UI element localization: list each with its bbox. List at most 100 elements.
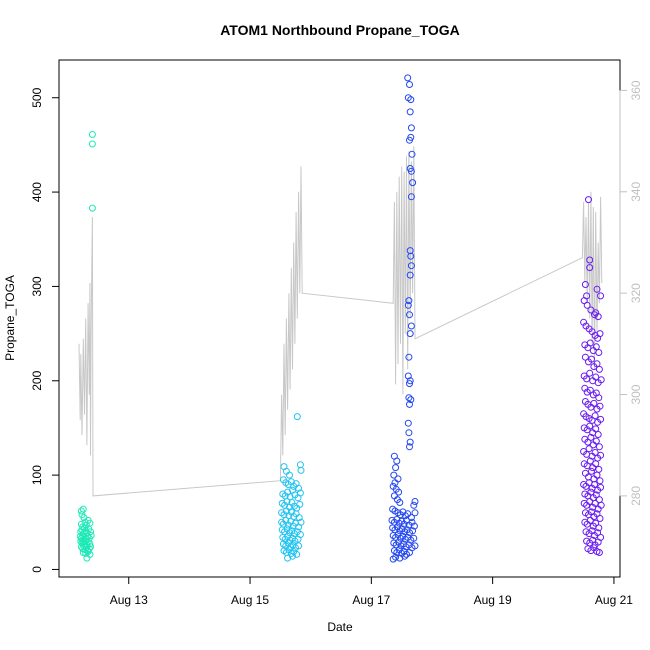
data-point (594, 538, 602, 546)
data-point (586, 422, 594, 430)
data-point (404, 301, 412, 309)
data-point (409, 179, 417, 187)
data-point (591, 449, 599, 456)
data-point (406, 81, 413, 88)
data-point (586, 457, 594, 465)
data-point (595, 349, 603, 356)
data-point (400, 520, 408, 528)
data-point (597, 483, 605, 491)
data-point (592, 425, 600, 433)
y-tick-label: 400 (30, 182, 44, 202)
data-point (390, 471, 398, 479)
data-point (406, 380, 413, 388)
data-point (596, 330, 604, 338)
data-point (294, 535, 302, 543)
x-tick-label: Aug 19 (474, 593, 512, 607)
data-point (297, 518, 305, 526)
y2-tick-label: 340 (629, 181, 643, 201)
data-point (585, 445, 593, 453)
data-point (596, 477, 604, 485)
data-point (580, 318, 588, 326)
data-point (595, 365, 603, 373)
y2-tick-label: 280 (629, 486, 643, 506)
data-point (404, 510, 412, 518)
data-point (284, 521, 292, 529)
data-point (581, 353, 589, 361)
data-point (393, 516, 401, 523)
data-point (597, 501, 605, 509)
data-point (410, 522, 418, 530)
data-point (392, 464, 400, 472)
data-point (404, 419, 412, 427)
data-point (295, 484, 303, 492)
data-point (592, 519, 600, 527)
data-point (593, 360, 601, 368)
data-point (581, 281, 589, 288)
data-point (408, 518, 416, 526)
y-tick-label: 100 (30, 465, 44, 485)
data-point (278, 518, 286, 526)
data-point (79, 505, 87, 513)
y-tick-label: 200 (30, 370, 44, 390)
data-point (86, 540, 94, 548)
data-point (408, 150, 416, 158)
data-point (586, 369, 594, 377)
series-group-3 (580, 196, 605, 556)
data-point (585, 196, 592, 204)
data-point (406, 549, 413, 556)
data-point (289, 552, 296, 560)
data-point (596, 515, 604, 522)
data-point (595, 549, 603, 556)
data-point (406, 311, 413, 319)
data-point (407, 193, 415, 201)
data-point (405, 353, 413, 361)
data-point (411, 509, 419, 517)
data-point (583, 301, 591, 309)
y-tick-label: 300 (30, 276, 44, 296)
y2-tick-label: 300 (629, 384, 643, 404)
data-point (591, 311, 598, 319)
data-point (295, 542, 303, 550)
x-tick-label: Aug 13 (110, 593, 148, 607)
data-point (399, 508, 407, 516)
data-point (407, 124, 415, 132)
data-point (592, 343, 600, 351)
data-point (296, 500, 304, 508)
series-group-1 (278, 413, 305, 562)
data-point (88, 204, 96, 212)
y2-tick-label: 320 (629, 283, 643, 303)
data-point (296, 489, 304, 497)
data-point (396, 499, 404, 506)
data-point (295, 514, 303, 522)
data-point (590, 399, 598, 407)
data-point (597, 451, 605, 459)
data-point (405, 429, 413, 437)
data-point (88, 131, 96, 138)
data-point (83, 554, 91, 562)
y-tick-label: 500 (30, 87, 44, 107)
data-point (595, 394, 603, 402)
data-point (87, 532, 95, 539)
data-point (586, 264, 594, 272)
data-point (407, 262, 415, 270)
data-point (404, 372, 412, 380)
y-axis-label: Propane_TOGA (3, 275, 17, 361)
scatter-point-layer (76, 74, 605, 563)
data-point (594, 313, 602, 321)
data-point (297, 466, 305, 474)
data-point (595, 443, 603, 451)
data-point (591, 412, 599, 420)
data-point (588, 355, 595, 363)
data-point (592, 373, 600, 381)
data-point (405, 297, 413, 305)
data-point (293, 550, 301, 558)
data-point (583, 375, 591, 383)
x-tick-label: Aug 21 (595, 593, 633, 607)
data-point (405, 394, 413, 402)
data-point (407, 322, 415, 330)
data-point (404, 74, 412, 82)
series-group-0 (76, 131, 96, 562)
axis-layer: Aug 13 Aug 15 Aug 17 Aug 19 Aug 21 0 100 200 300… (30, 80, 643, 607)
